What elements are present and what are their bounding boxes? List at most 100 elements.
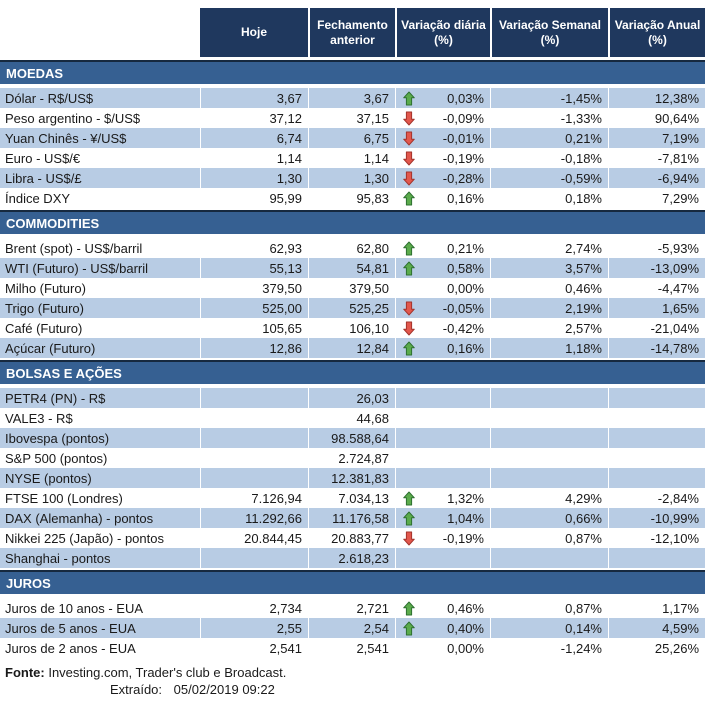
cell-variacao-semanal: 1,18% <box>490 338 608 358</box>
cell-variacao-anual <box>608 408 705 428</box>
cell-variacao-semanal: -1,33% <box>490 108 608 128</box>
variacao-diaria-value: -0,19% <box>442 530 484 546</box>
source-label: Fonte: <box>5 665 45 680</box>
cell-fechamento-anterior: 37,15 <box>308 108 395 128</box>
arrow-placeholder <box>403 430 415 446</box>
variacao-diaria-value: 0,40% <box>447 620 484 636</box>
cell-variacao-diaria <box>395 468 490 488</box>
variacao-diaria-value: 0,16% <box>447 340 484 356</box>
cell-fechamento-anterior: 12,84 <box>308 338 395 358</box>
section-title: MOEDAS <box>6 65 64 81</box>
down-arrow-icon <box>403 300 415 316</box>
cell-variacao-anual <box>608 388 705 408</box>
cell-hoje: 525,00 <box>200 298 308 318</box>
cell-fechamento-anterior: 3,67 <box>308 88 395 108</box>
cell-variacao-diaria <box>395 548 490 568</box>
cell-hoje: 6,74 <box>200 128 308 148</box>
table-row: S&P 500 (pontos) 2.724,87 <box>0 448 705 468</box>
cell-hoje: 105,65 <box>200 318 308 338</box>
cell-variacao-semanal: 4,29% <box>490 488 608 508</box>
column-header-row: Hoje Fechamento anterior Variação diária… <box>0 8 705 57</box>
section-title: BOLSAS E AÇÕES <box>6 365 122 381</box>
financial-summary-table: Hoje Fechamento anterior Variação diária… <box>0 8 705 707</box>
table-footer: Fonte: Investing.com, Trader's club e Br… <box>0 664 705 698</box>
table-row: Yuan Chinês - ¥/US$ 6,74 6,75 -0,01% 0,21% 7,… <box>0 128 705 148</box>
row-label: VALE3 - R$ <box>5 410 73 426</box>
cell-variacao-semanal: -1,24% <box>490 638 608 658</box>
cell-variacao-diaria: 1,32% <box>395 488 490 508</box>
cell-variacao-anual: -4,47% <box>608 278 705 298</box>
cell-variacao-diaria: -0,09% <box>395 108 490 128</box>
variacao-diaria-value: 0,46% <box>447 600 484 616</box>
cell-fechamento-anterior: 54,81 <box>308 258 395 278</box>
cell-hoje: 1,14 <box>200 148 308 168</box>
down-arrow-icon <box>403 320 415 336</box>
cell-hoje <box>200 468 308 488</box>
cell-fechamento-anterior: 106,10 <box>308 318 395 338</box>
header-corner-spacer <box>0 8 200 57</box>
cell-variacao-semanal: -0,18% <box>490 148 608 168</box>
row-label: Euro - US$/€ <box>5 150 81 166</box>
table-row: VALE3 - R$ 44,68 <box>0 408 705 428</box>
up-arrow-icon <box>403 340 415 356</box>
row-label: Índice DXY <box>5 190 71 206</box>
table-row: Juros de 10 anos - EUA 2,734 2,721 0,46% 0,8… <box>0 598 705 618</box>
cell-fechamento-anterior: 62,80 <box>308 238 395 258</box>
cell-variacao-anual: -6,94% <box>608 168 705 188</box>
cell-hoje: 2,55 <box>200 618 308 638</box>
row-label: Nikkei 225 (Japão) - pontos <box>5 530 164 546</box>
cell-variacao-anual: 90,64% <box>608 108 705 128</box>
cell-variacao-anual: 12,38% <box>608 88 705 108</box>
cell-hoje: 3,67 <box>200 88 308 108</box>
table-row: Juros de 5 anos - EUA 2,55 2,54 0,40% 0,14% 4… <box>0 618 705 638</box>
cell-fechamento-anterior: 2,541 <box>308 638 395 658</box>
cell-fechamento-anterior: 2.724,87 <box>308 448 395 468</box>
table-row: Café (Futuro) 105,65 106,10 -0,42% 2,57% -21,… <box>0 318 705 338</box>
cell-variacao-diaria: 0,58% <box>395 258 490 278</box>
cell-variacao-semanal: 2,74% <box>490 238 608 258</box>
cell-hoje: 2,541 <box>200 638 308 658</box>
cell-variacao-diaria: -0,28% <box>395 168 490 188</box>
cell-variacao-semanal: 0,66% <box>490 508 608 528</box>
cell-fechamento-anterior: 44,68 <box>308 408 395 428</box>
cell-variacao-anual: -2,84% <box>608 488 705 508</box>
section-header-commodities: COMMODITIES <box>0 210 705 234</box>
variacao-diaria-value: 0,21% <box>447 240 484 256</box>
variacao-diaria-value: 0,16% <box>447 190 484 206</box>
column-header-hoje: Hoje <box>200 8 308 57</box>
cell-variacao-anual: -14,78% <box>608 338 705 358</box>
arrow-placeholder <box>403 470 415 486</box>
column-header-variacao-diaria: Variação diária (%) <box>395 8 490 57</box>
section-header-juros: JUROS <box>0 570 705 594</box>
row-label: Peso argentino - $/US$ <box>5 110 141 126</box>
row-label: WTI (Futuro) - US$/barril <box>0 258 200 278</box>
cell-fechamento-anterior: 525,25 <box>308 298 395 318</box>
cell-variacao-diaria: -0,42% <box>395 318 490 338</box>
cell-variacao-semanal: 2,57% <box>490 318 608 338</box>
row-label: Libra - US$/£ <box>0 168 200 188</box>
cell-variacao-semanal: 0,18% <box>490 188 608 208</box>
arrow-placeholder <box>403 550 415 566</box>
variacao-diaria-value: -0,28% <box>442 170 484 186</box>
cell-hoje: 55,13 <box>200 258 308 278</box>
cell-hoje: 95,99 <box>200 188 308 208</box>
cell-variacao-anual: -5,93% <box>608 238 705 258</box>
variacao-diaria-value: 0,58% <box>447 260 484 276</box>
row-label: Ibovespa (pontos) <box>0 428 200 448</box>
down-arrow-icon <box>403 150 415 166</box>
row-label: DAX (Alemanha) - pontos <box>0 508 200 528</box>
up-arrow-icon <box>403 620 415 636</box>
cell-fechamento-anterior: 2,54 <box>308 618 395 638</box>
cell-hoje: 1,30 <box>200 168 308 188</box>
cell-variacao-semanal: 0,87% <box>490 598 608 618</box>
cell-fechamento-anterior: 1,14 <box>308 148 395 168</box>
cell-variacao-anual <box>608 428 705 448</box>
cell-variacao-semanal: 0,46% <box>490 278 608 298</box>
cell-hoje <box>200 548 308 568</box>
cell-variacao-semanal <box>490 448 608 468</box>
cell-variacao-anual <box>608 448 705 468</box>
source-text: Investing.com, Trader's club e Broadcast… <box>48 665 287 680</box>
cell-fechamento-anterior: 26,03 <box>308 388 395 408</box>
cell-variacao-diaria: 0,03% <box>395 88 490 108</box>
cell-hoje <box>200 408 308 428</box>
